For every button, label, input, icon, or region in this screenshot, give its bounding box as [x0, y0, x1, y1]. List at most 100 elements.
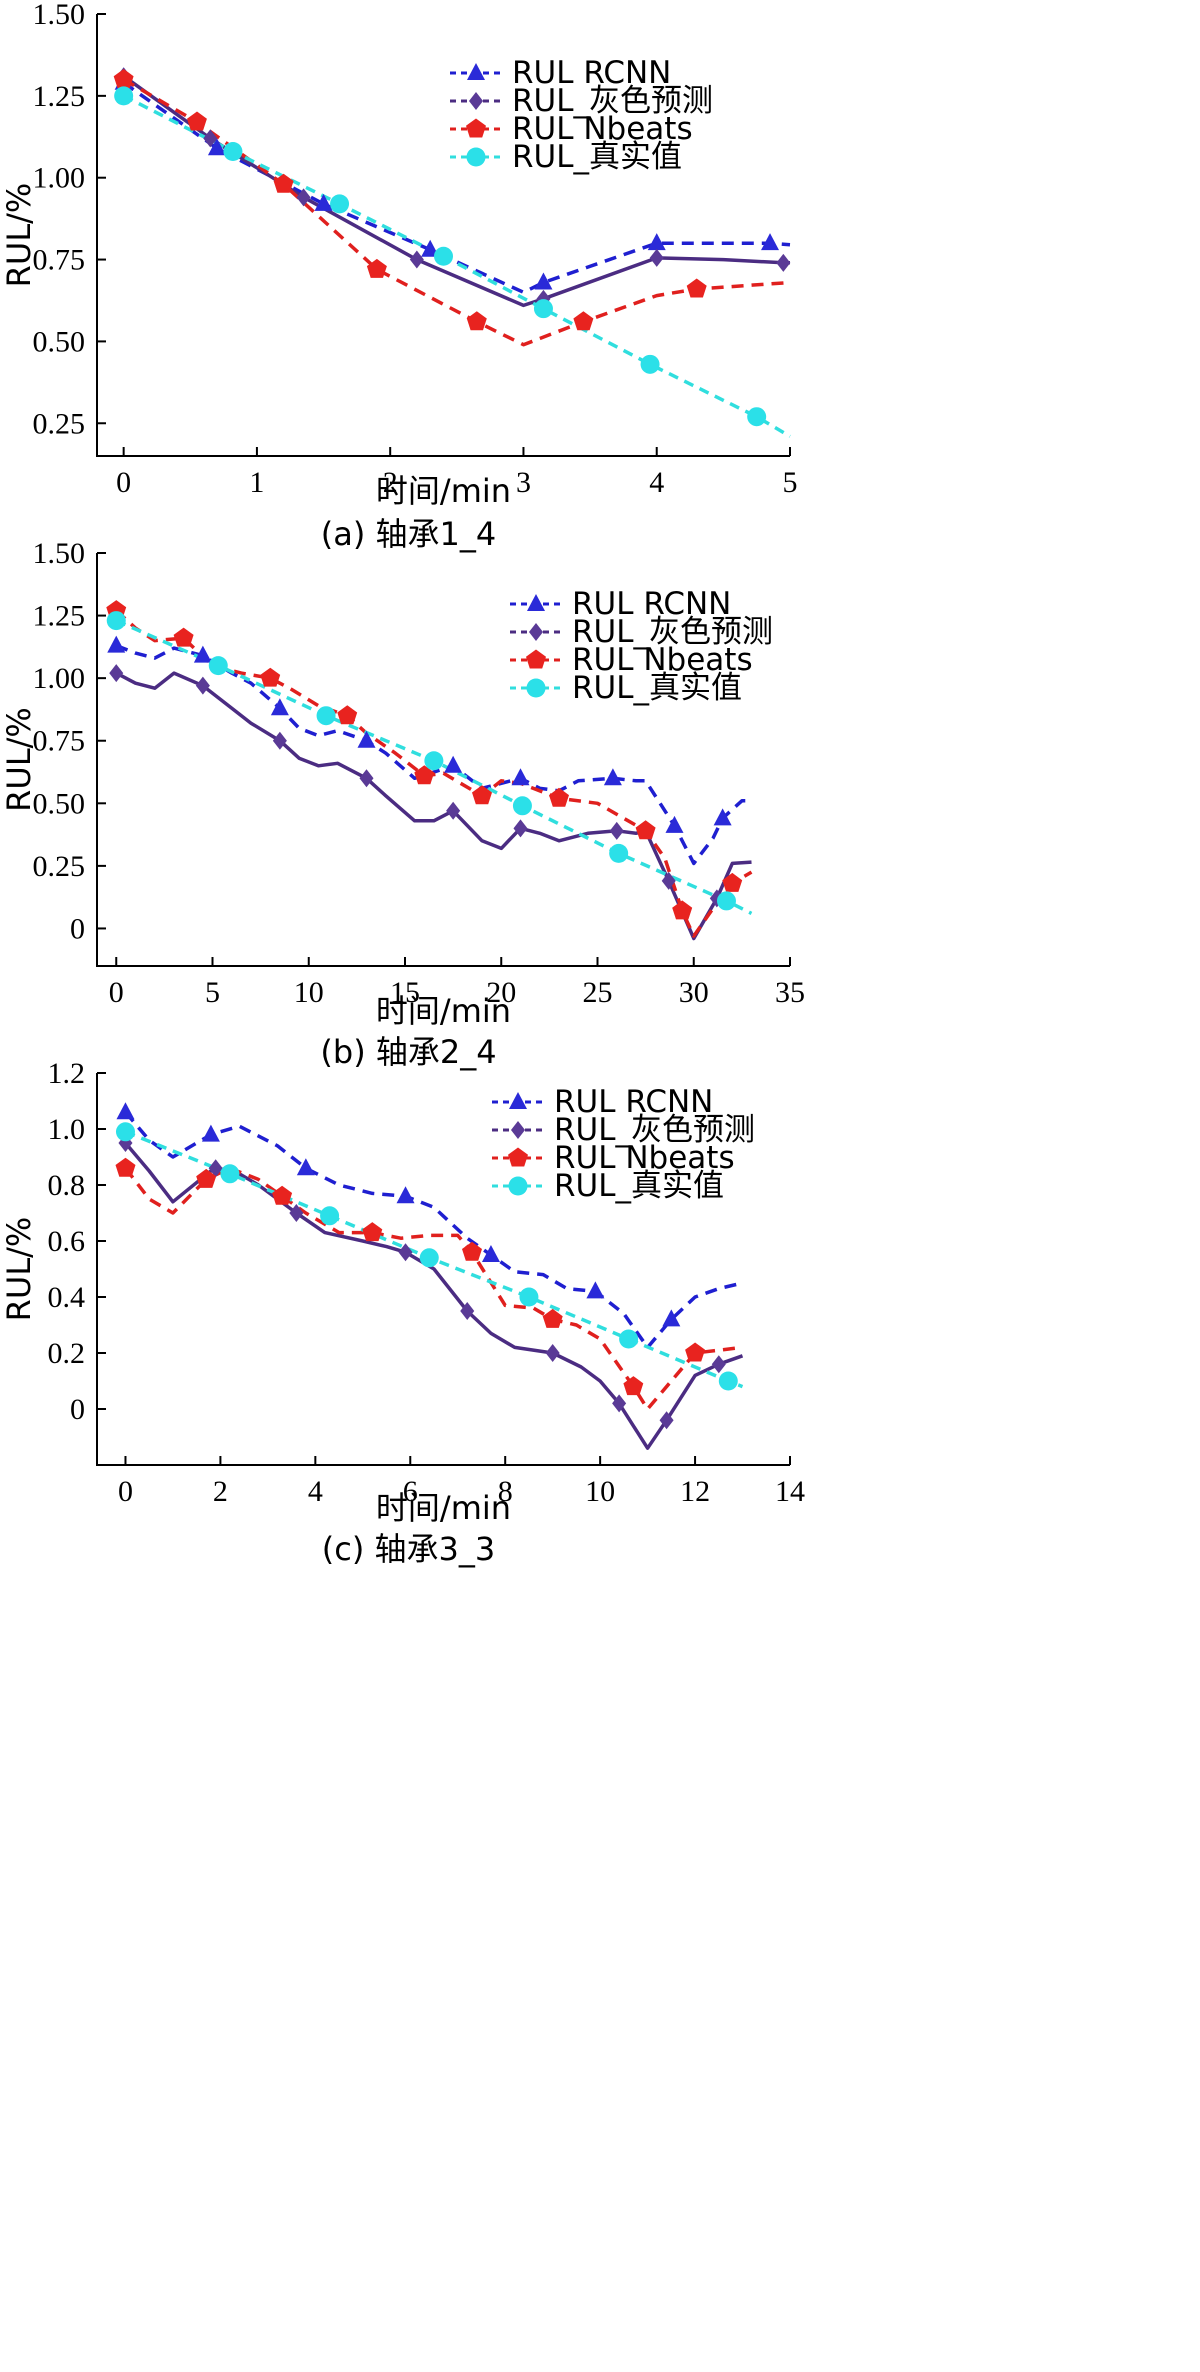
panel-c-series-1-marker	[662, 1309, 681, 1327]
panel-b-series-line-4	[115, 618, 753, 915]
panel-a-caption: (a) 轴承1_4	[321, 515, 496, 553]
panel-a-legend-label-4: RUL_真实值	[512, 139, 682, 175]
panel-a-series-2-marker	[776, 253, 791, 272]
panel-c-x-tick-label: 14	[775, 1475, 805, 1508]
panel-a-series-3-marker	[686, 278, 707, 298]
panel-a-x-tick-label: 5	[783, 466, 798, 499]
panel-b-series-3-marker	[260, 667, 281, 687]
panel-a-series-2-marker	[203, 129, 218, 148]
panel-c-series-line-1	[124, 1111, 743, 1350]
panel-b-series-2-marker	[661, 871, 676, 890]
panel-a-x-tick-label: 1	[249, 466, 264, 499]
panel-a-y-tick-label: 1.00	[33, 162, 86, 195]
panel-c-series-3-marker	[196, 1168, 217, 1188]
panel-c-series-2-marker	[659, 1411, 674, 1430]
panel-a-series-2-marker	[409, 250, 424, 269]
panel-a-series-4-marker	[533, 299, 553, 319]
panel-a-legend-marker-4	[466, 147, 486, 167]
panel-b-y-tick-label: 1.25	[33, 600, 86, 633]
panel-b-y-tick-label: 0.25	[33, 850, 86, 883]
panel-a-series-4-marker	[114, 86, 134, 106]
panel-c-series-1-marker	[481, 1245, 500, 1262]
panel-c-x-tick-label: 2	[213, 1475, 228, 1508]
panel-c-y-tick-label: 0.6	[48, 1225, 86, 1258]
panel-b-x-tick-label: 0	[109, 976, 124, 1009]
panel-c-series-3-marker	[272, 1185, 293, 1205]
panel-b-series-2-marker	[195, 676, 210, 695]
panel-c-series-2-marker	[612, 1394, 627, 1413]
panel-a-series-1-marker	[761, 233, 780, 251]
panel-c-series-3-marker	[115, 1157, 136, 1177]
panel-a-series-3-marker	[366, 258, 387, 278]
panel-b-series-3-marker	[414, 765, 435, 785]
panel-c-legend-marker-1	[509, 1092, 527, 1109]
panel-b-series-1-marker	[193, 645, 212, 663]
panel-c-series-1-marker	[396, 1186, 415, 1204]
panel-c-x-tick-label: 4	[308, 1475, 323, 1508]
panel-c-series-2-marker	[398, 1243, 413, 1262]
panel-c-series-2-marker	[545, 1344, 560, 1362]
panel-c-series-2-marker	[711, 1355, 726, 1374]
panel-b-x-tick-label: 30	[679, 976, 709, 1009]
panel-b-series-4-marker	[316, 706, 336, 726]
panel-c-legend-label-4: RUL_真实值	[554, 1168, 724, 1204]
panel-a-legend-marker-1	[467, 63, 485, 80]
panel-b-series-2-marker	[272, 731, 287, 750]
panel-c-y-tick-label: 0	[70, 1393, 85, 1426]
panel-c-legend-marker-2	[510, 1121, 526, 1139]
panel-a-series-1-marker	[207, 138, 226, 156]
panel-c-x-tick-label: 10	[585, 1475, 615, 1508]
panel-c-series-4-marker	[519, 1287, 539, 1307]
panel-c-series-3-marker	[542, 1308, 563, 1328]
panel-b-series-4-marker	[716, 891, 736, 911]
panel-a-series-3-marker	[187, 111, 207, 131]
panel-c-series-line-4	[124, 1130, 744, 1389]
panel-a-x-tick-label: 0	[116, 466, 131, 499]
panel-b-series-1-marker	[107, 635, 126, 653]
panel-a-x-tick-label: 4	[649, 466, 664, 499]
panel-a-legend-label-1: RUL RCNN	[512, 55, 671, 91]
panel-c-legend-marker-3	[508, 1147, 528, 1167]
panel-b-series-3-marker	[722, 872, 743, 892]
panel-c-y-tick-label: 0.4	[48, 1281, 86, 1314]
panel-b-series-1-marker	[603, 768, 622, 786]
panel-b-x-tick-label: 5	[205, 976, 220, 1009]
panel-c-series-4-marker	[419, 1248, 439, 1268]
panel-a-x-tick-label: 2	[383, 466, 398, 499]
panel-a-series-4-marker	[434, 246, 453, 266]
panel-a-legend-marker-3	[466, 118, 486, 138]
panel-b-series-2-marker	[446, 801, 461, 820]
panel-b-x-axis-title: 时间/min	[376, 992, 511, 1030]
panel-c-series-3-marker	[623, 1376, 644, 1396]
panel-a-series-3-marker	[273, 173, 294, 193]
panel-b-series-3-marker	[549, 787, 569, 807]
panel-a-series-2-marker	[649, 248, 664, 267]
panel-b-series-1-marker	[357, 730, 376, 748]
panel-a-series-4-marker	[640, 354, 660, 374]
panel-b-legend-label-4: RUL_真实值	[572, 670, 742, 706]
panel-c-legend-label-3: RUL Nbeats	[554, 1140, 735, 1176]
panel-c-series-1-marker	[296, 1158, 315, 1176]
panel-c-y-tick-label: 0.2	[48, 1337, 86, 1370]
panel-a-series-4-marker	[330, 194, 350, 214]
panel-c-x-tick-label: 6	[403, 1475, 418, 1508]
panel-b-legend-label-1: RUL RCNN	[572, 586, 731, 622]
panel-b-legend-label-2: RUL_灰色预测	[572, 614, 773, 650]
panel-a-series-line-4	[122, 94, 791, 438]
panel-b-series-2-marker	[359, 769, 374, 788]
panel-c-y-tick-label: 1.0	[48, 1113, 86, 1146]
panel-a-x-axis-title: 时间/min	[376, 472, 511, 510]
panel-b-legend-marker-2	[528, 623, 544, 641]
panel-c-series-1-marker	[201, 1124, 220, 1142]
panel-c-series-2-marker	[289, 1204, 304, 1222]
panel-b-series-3-marker	[472, 785, 492, 805]
panel-b-x-tick-label: 15	[390, 976, 420, 1009]
panel-b-x-tick-label: 10	[294, 976, 324, 1009]
panel-b-series-1-marker	[444, 755, 463, 773]
panel-b-series-2-marker	[109, 664, 124, 683]
panel-a-series-2-marker	[296, 188, 311, 207]
panel-c-series-2-marker	[460, 1302, 475, 1320]
panel-b-x-tick-label: 20	[486, 976, 516, 1009]
